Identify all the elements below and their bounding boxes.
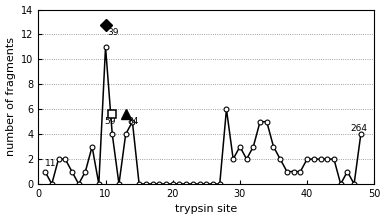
Text: 11: 11 (45, 159, 57, 168)
Text: 84: 84 (127, 117, 139, 126)
Text: 264: 264 (351, 124, 368, 133)
Text: 39: 39 (107, 28, 119, 37)
X-axis label: trypsin site: trypsin site (175, 204, 237, 214)
Y-axis label: number of fragments: number of fragments (5, 37, 15, 156)
Text: 59: 59 (104, 117, 116, 126)
